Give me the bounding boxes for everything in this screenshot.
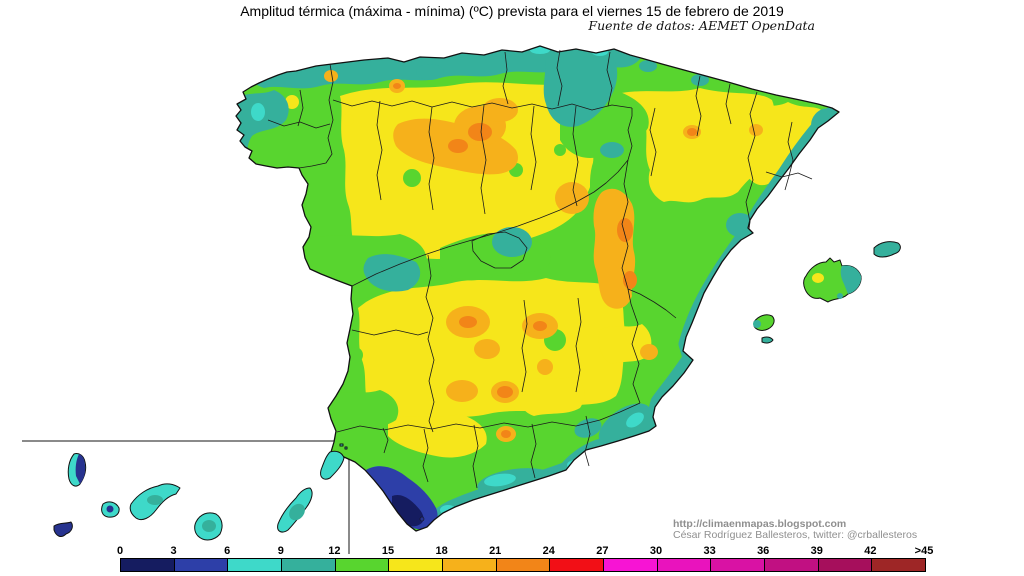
canary-islands xyxy=(53,443,348,541)
legend-segment xyxy=(281,559,335,571)
legend-tick-label: 27 xyxy=(596,545,609,557)
balearic-islands xyxy=(753,241,901,344)
legend-tick-label: 18 xyxy=(435,545,448,557)
legend-segment xyxy=(603,559,657,571)
legend-tick-label: 0 xyxy=(116,545,124,557)
legend-segment xyxy=(388,559,443,571)
legend-tick-label: 21 xyxy=(489,545,502,557)
legend-tick-label: 6 xyxy=(224,545,231,557)
legend-segment xyxy=(442,559,496,571)
map-title: Amplitud térmica (máxima - mínima) (ºC) … xyxy=(240,3,784,19)
legend-tick-label: 42 xyxy=(864,545,877,557)
legend-tick-label: 9 xyxy=(277,545,284,557)
legend-tick-label: >45 xyxy=(914,545,934,557)
legend-segment xyxy=(817,559,872,571)
legend-tick-label: 30 xyxy=(649,545,663,557)
credits-author: César Rodríguez Ballesteros, twitter: @c… xyxy=(673,529,918,541)
legend-segment xyxy=(173,559,228,571)
peninsula-fill-layers xyxy=(236,46,839,531)
legend-segment xyxy=(549,559,604,571)
legend-tick-labels: 0 3 6 9 12 15 18 21 24 27 30 33 36 39 42 >45 xyxy=(116,545,933,558)
legend-tick-label: 33 xyxy=(703,545,716,557)
credits-url: http://climaenmapas.blogspot.com xyxy=(673,518,847,530)
legend-tick-label: 15 xyxy=(381,545,395,557)
legend-bar xyxy=(120,558,926,572)
legend-tick-label: 3 xyxy=(170,545,177,557)
legend-tick-label: 36 xyxy=(757,545,770,557)
legend-tick-label: 39 xyxy=(810,545,823,557)
legend-segment xyxy=(334,559,389,571)
data-source-caption: Fuente de datos: AEMET OpenData xyxy=(588,18,815,33)
color-scale-legend: 0 3 6 9 12 15 18 21 24 27 30 33 36 39 42 >45 xyxy=(116,545,933,572)
province-boundaries xyxy=(267,49,813,489)
legend-tick-label: 12 xyxy=(328,545,341,557)
ceuta-dot xyxy=(419,516,425,522)
credits: http://climaenmapas.blogspot.com César R… xyxy=(673,519,917,541)
legend-segment xyxy=(764,559,818,571)
legend-segment xyxy=(656,559,711,571)
legend-segment xyxy=(871,559,926,571)
legend-tick-label: 24 xyxy=(542,545,555,557)
peninsula-coastline xyxy=(235,45,840,532)
legend-segment xyxy=(495,559,550,571)
legend-segment xyxy=(121,559,174,571)
legend-segment xyxy=(227,559,282,571)
legend-segment xyxy=(710,559,765,571)
